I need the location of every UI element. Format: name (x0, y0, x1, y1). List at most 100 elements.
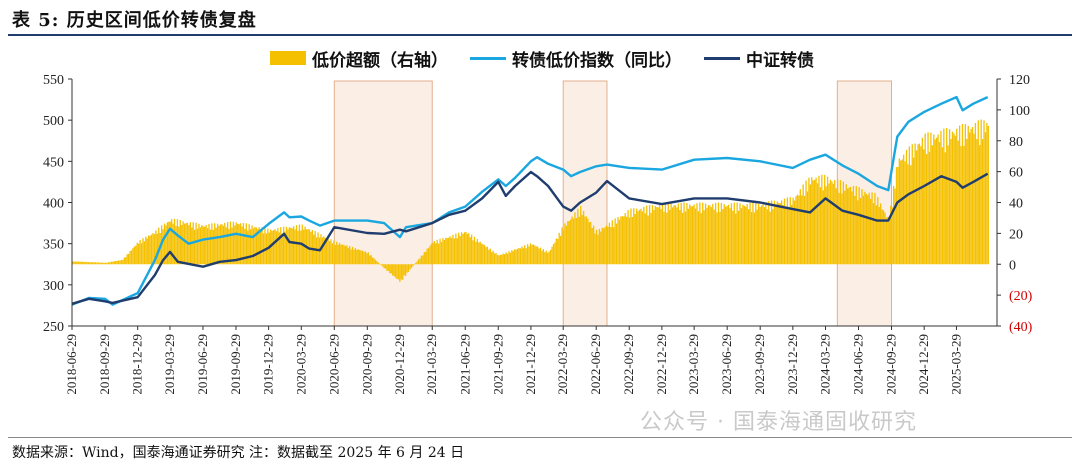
bar-mark (628, 217, 631, 265)
bar-mark (825, 186, 827, 265)
legend-item-dark-line: 中证转债 (704, 46, 814, 71)
bar-mark (835, 188, 837, 265)
bar-mark (432, 243, 434, 265)
bar-mark (625, 216, 628, 265)
bar-mark (938, 142, 941, 265)
bar-mark (314, 231, 316, 265)
bar-mark (504, 254, 506, 265)
x-tick-label: 2019-12-29 (261, 334, 276, 395)
bar-mark (613, 227, 615, 265)
bar-mark (549, 249, 552, 265)
bar-mark (918, 143, 921, 265)
bar-mark (714, 202, 717, 265)
bar-mark (963, 145, 965, 265)
bar-mark (135, 245, 137, 265)
bar-mark (446, 238, 448, 265)
bar-mark (443, 239, 446, 265)
bar-mark (470, 234, 473, 265)
bar-mark (957, 140, 959, 265)
bar-mark (983, 120, 985, 265)
bar-mark (237, 223, 239, 265)
x-tick-label: 2019-09-29 (228, 334, 243, 395)
bar-mark (947, 145, 949, 265)
bar-mark (311, 229, 313, 265)
bar-mark (692, 206, 694, 265)
bar-mark (366, 253, 368, 265)
bar-mark (577, 208, 579, 265)
bar-mark (765, 202, 767, 265)
bar-mark (976, 139, 978, 265)
bar-mark (954, 135, 956, 265)
bar-mark (148, 235, 150, 265)
x-tick-label: 2019-03-29 (162, 334, 177, 395)
bar-mark (361, 250, 364, 265)
bar-mark (416, 261, 418, 265)
bar-mark (516, 248, 519, 265)
bar-mark (529, 243, 532, 265)
bar-mark (172, 223, 174, 265)
bar-mark (404, 264, 407, 276)
bar-mark (82, 261, 84, 265)
bar-mark (291, 228, 293, 265)
bar-mark (163, 223, 166, 265)
x-tick-label: 2018-09-29 (97, 334, 112, 395)
highlight-period-2 (562, 80, 608, 327)
bar-mark (732, 210, 734, 265)
bar-mark (422, 255, 424, 265)
bar-mark (722, 209, 724, 265)
bar-mark (979, 145, 981, 265)
bar-mark (898, 158, 900, 265)
bar-mark (651, 205, 654, 265)
bar-mark (585, 216, 588, 265)
bar-mark (582, 210, 585, 265)
bar-mark (260, 231, 262, 265)
bar-mark (725, 206, 727, 265)
bar-mark (209, 229, 212, 265)
bar-mark (986, 122, 988, 265)
bar-mark (508, 251, 510, 265)
bar-mark (736, 202, 738, 265)
bar-mark (338, 243, 341, 265)
bar-mark (700, 213, 702, 265)
bar-mark (324, 237, 326, 265)
bar-mark (73, 261, 75, 265)
bar-mark (281, 233, 283, 265)
bar-mark (267, 228, 269, 265)
bar-mark (943, 128, 945, 265)
bar-mark (76, 261, 78, 265)
x-tick-label: 2021-06-29 (457, 334, 472, 395)
bar-mark (409, 264, 411, 270)
bar-mark (526, 244, 529, 265)
bar-mark (512, 251, 514, 265)
bar-mark (902, 154, 905, 265)
bar-mark (469, 237, 471, 265)
x-tick-label: 2020-09-29 (359, 334, 374, 395)
bar-mark (392, 264, 394, 276)
bar-mark (759, 207, 761, 265)
bar-mark (274, 229, 276, 265)
bar-mark (595, 229, 598, 265)
bar-mark (97, 262, 100, 265)
bar-mark (545, 250, 547, 265)
bar-mark (680, 202, 682, 265)
bar-mark (442, 238, 444, 265)
bar-mark (805, 180, 807, 265)
bar-mark (206, 228, 209, 265)
bar-mark (676, 207, 678, 265)
bar-mark (803, 195, 806, 265)
bar-mark (86, 261, 88, 265)
bar-mark (525, 248, 527, 265)
bar-mark (788, 208, 790, 265)
bar-mark (923, 149, 925, 265)
bar-mark (574, 212, 576, 265)
bar-mark (413, 264, 415, 265)
right-tick-label: 120 (1009, 73, 1030, 88)
right-tick-label: 0 (1009, 258, 1016, 273)
bar-mark (697, 211, 700, 265)
legend-label-bar: 低价超额（右轴） (312, 50, 448, 71)
bar-mark (696, 203, 698, 265)
bar-mark (185, 223, 187, 265)
bar-mark (753, 212, 756, 265)
bar-mark (485, 247, 487, 265)
